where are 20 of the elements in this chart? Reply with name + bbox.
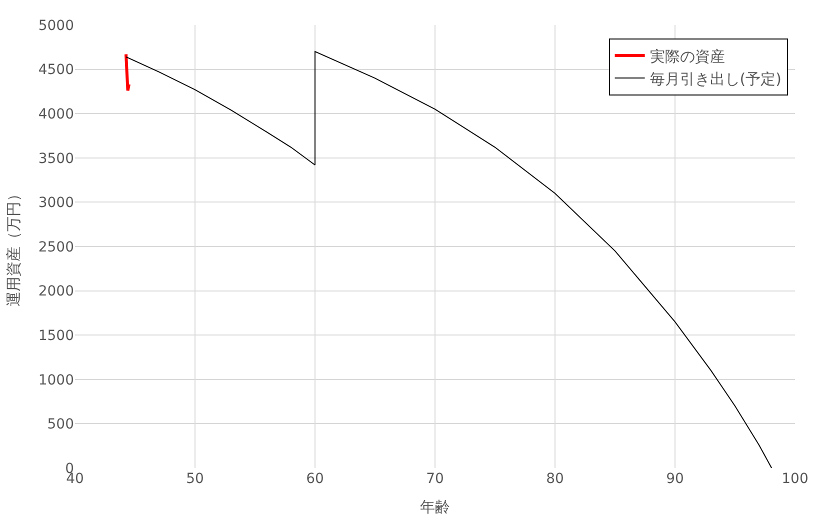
y-axis-title: 運用資産（万円） <box>4 186 23 306</box>
y-tick-label: 2500 <box>38 239 74 256</box>
y-tick-label: 4000 <box>38 106 74 122</box>
x-tick-label: 60 <box>306 471 324 487</box>
x-tick-label: 80 <box>546 471 564 487</box>
x-tick-label: 70 <box>426 471 444 487</box>
y-tick-label: 5000 <box>38 18 74 34</box>
x-tick-label: 100 <box>782 471 808 487</box>
y-tick-label: 1000 <box>38 372 74 388</box>
x-axis-title: 年齢 <box>420 498 450 516</box>
y-tick-label: 2000 <box>38 284 74 300</box>
y-tick-label: 4500 <box>38 62 74 78</box>
legend-label: 毎月引き出し(予定) <box>650 70 782 88</box>
x-tick-label: 90 <box>666 471 684 487</box>
x-tick-label: 50 <box>186 471 204 487</box>
y-tick-label: 1500 <box>38 328 74 344</box>
y-tick-label: 3000 <box>38 195 74 212</box>
y-tick-label: 500 <box>47 416 74 433</box>
legend-label: 実際の資産 <box>650 47 725 66</box>
y-tick-label: 3500 <box>38 150 74 167</box>
